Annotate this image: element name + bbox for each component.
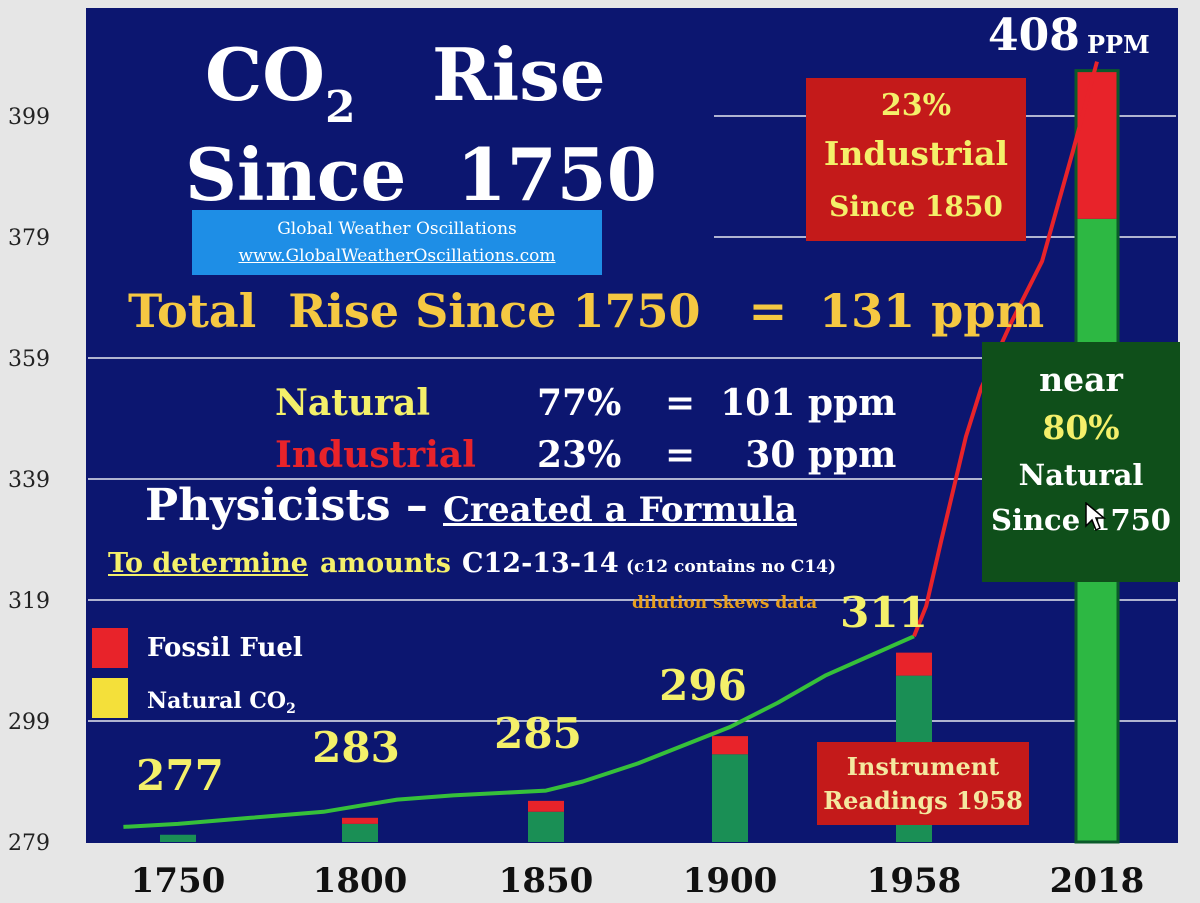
bar-natural-1800 (342, 823, 378, 842)
mouse-cursor-icon (1085, 502, 1107, 532)
industrial-callout-percent: 23% (880, 88, 952, 123)
total-rise-text: Total Rise Since 1750 = 131 ppm (128, 284, 1045, 338)
natural-label: Natural (275, 382, 431, 424)
natural-callout-box (982, 342, 1180, 582)
y-tick-label: 279 (8, 831, 50, 856)
bar-natural-1750 (160, 834, 196, 842)
y-tick-label: 359 (8, 347, 50, 372)
dilution-note: dilution skews data (632, 593, 818, 613)
chart-title-line1: CO2 (205, 32, 356, 133)
industrial-label: Industrial (275, 434, 476, 476)
instrument-callout-line1: Instrument (846, 752, 1000, 781)
x-tick-label-1850: 1850 (499, 861, 594, 901)
instrument-callout-line2: Readings 1958 (823, 786, 1023, 815)
site-name: Global Weather Oscillations (277, 219, 517, 239)
natural-percent: 77% (537, 382, 622, 424)
instrument-callout-box (817, 742, 1029, 825)
natural-callout-percent: 80% (1042, 408, 1120, 447)
legend-fossil-fuel-swatch (92, 628, 128, 668)
natural-callout-word: Natural (1018, 458, 1144, 492)
y-tick-label: 379 (8, 226, 50, 251)
industrial-callout-word: Industrial (823, 134, 1009, 173)
natural-ppm: = 101 ppm (665, 382, 897, 424)
industrial-ppm: = 30 ppm (665, 434, 897, 476)
peak-value-label: 408 (988, 10, 1080, 61)
x-tick-label-1750: 1750 (131, 861, 226, 901)
bar-fossil-1800 (342, 817, 378, 824)
industrial-callout-box (806, 78, 1026, 241)
chart-title-line2: Since 1750 (185, 132, 657, 217)
value-label-1900: 296 (659, 661, 747, 710)
to-determine-text: To determine (108, 548, 308, 579)
x-tick-label-1900: 1900 (683, 861, 778, 901)
x-tick-label-1958: 1958 (867, 861, 962, 901)
bar-natural-1850 (528, 811, 564, 842)
created-formula-link: Created a Formula (443, 490, 797, 530)
value-label-1958: 311 (840, 588, 928, 637)
value-label-1750: 277 (136, 751, 224, 800)
chart-title-rise: Rise (432, 32, 606, 117)
amounts-text: amounts (320, 548, 452, 579)
natural-callout-since: Since 1750 (991, 503, 1171, 537)
co2-line-natural (123, 634, 915, 829)
physicists-heading: Physicists – (145, 480, 428, 531)
value-label-1850: 285 (494, 709, 582, 758)
y-tick-label: 299 (8, 710, 50, 735)
natural-callout-near: near (1039, 360, 1123, 399)
legend-natural-co2-swatch (92, 678, 128, 718)
site-url-link[interactable]: www.GlobalWeatherOscillations.com (238, 246, 556, 266)
peak-unit-label: PPM (1087, 30, 1150, 59)
x-tick-label-1800: 1800 (313, 861, 408, 901)
legend-natural-co2-label: Natural CO2 (147, 688, 296, 717)
legend-fossil-fuel-label: Fossil Fuel (147, 633, 303, 663)
bar-natural-1900 (712, 754, 748, 842)
bar-fossil-2018 (1076, 70, 1118, 219)
value-label-1800: 283 (312, 723, 400, 772)
industrial-callout-since: Since 1850 (829, 190, 1003, 223)
site-banner (192, 210, 602, 275)
isotopes-text: C12-13-14 (462, 548, 619, 579)
co2-line-industrial (912, 61, 1099, 638)
x-tick-label-2018: 2018 (1050, 861, 1145, 901)
c12-note: (c12 contains no C14) (626, 557, 837, 577)
bar-fossil-1958 (896, 652, 932, 676)
y-tick-label: 339 (8, 468, 50, 493)
bar-fossil-1850 (528, 800, 564, 812)
y-tick-label: 319 (8, 589, 50, 614)
bar-fossil-1900 (712, 736, 748, 755)
industrial-percent: 23% (537, 434, 622, 476)
y-tick-label: 399 (8, 105, 50, 130)
